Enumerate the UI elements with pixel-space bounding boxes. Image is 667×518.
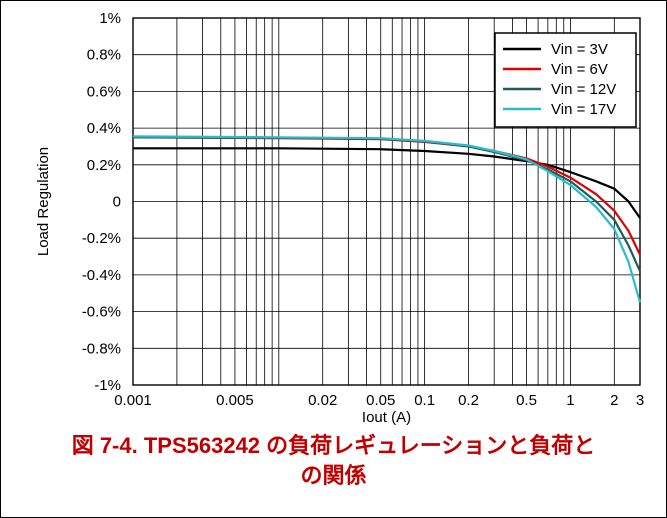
legend-label-2: Vin = 6V xyxy=(551,61,608,78)
y-tick-label: 1% xyxy=(99,10,121,27)
legend-label-4: Vin = 17V xyxy=(551,101,616,118)
x-tick-label: 0.005 xyxy=(216,392,254,409)
y-tick-label: -1% xyxy=(94,377,121,394)
y-tick-label: 0.2% xyxy=(87,157,121,174)
x-tick-label: 1 xyxy=(566,392,574,409)
x-tick-label: 3 xyxy=(636,392,644,409)
x-tick-label: 2 xyxy=(610,392,618,409)
plot-border xyxy=(132,17,641,386)
y-tick-label: 0 xyxy=(113,194,121,211)
x-tick-label: 0.001 xyxy=(114,392,152,409)
y-tick-label: -0.4% xyxy=(82,267,121,284)
x-tick-label: 0.02 xyxy=(308,392,337,409)
caption-line-2: の関係 xyxy=(300,463,367,488)
x-tick-label: 0.5 xyxy=(516,392,537,409)
x-tick-label: 0.2 xyxy=(458,392,479,409)
y-tick-label: -0.6% xyxy=(82,304,121,321)
y-axis-title: Load Regulation xyxy=(35,147,52,256)
y-tick-label: 0.8% xyxy=(87,47,121,64)
legend-label-1: Vin = 3V xyxy=(551,41,608,58)
x-tick-label: 0.05 xyxy=(366,392,395,409)
series-line-4 xyxy=(132,135,642,303)
y-tick-label: 0.4% xyxy=(87,120,121,137)
y-tick-label: -0.8% xyxy=(82,340,121,357)
load-regulation-chart: 1% 0.8% 0.6% 0.4% 0.2% 0 -0.2% -0.4% -0.6% -0.8% -… xyxy=(35,10,644,426)
x-axis-title: Iout (A) xyxy=(362,409,411,426)
legend-label-3: Vin = 12V xyxy=(551,81,616,98)
y-tick-label: -0.2% xyxy=(82,230,121,247)
x-tick-label: 0.1 xyxy=(414,392,435,409)
figure-caption: 図 7-4. TPS563242 の負荷レギュレーションと負荷と の関係 xyxy=(0,431,667,491)
caption-line-1: 図 7-4. TPS563242 の負荷レギュレーションと負荷と xyxy=(71,433,596,458)
y-tick-label: 0.6% xyxy=(87,83,121,100)
